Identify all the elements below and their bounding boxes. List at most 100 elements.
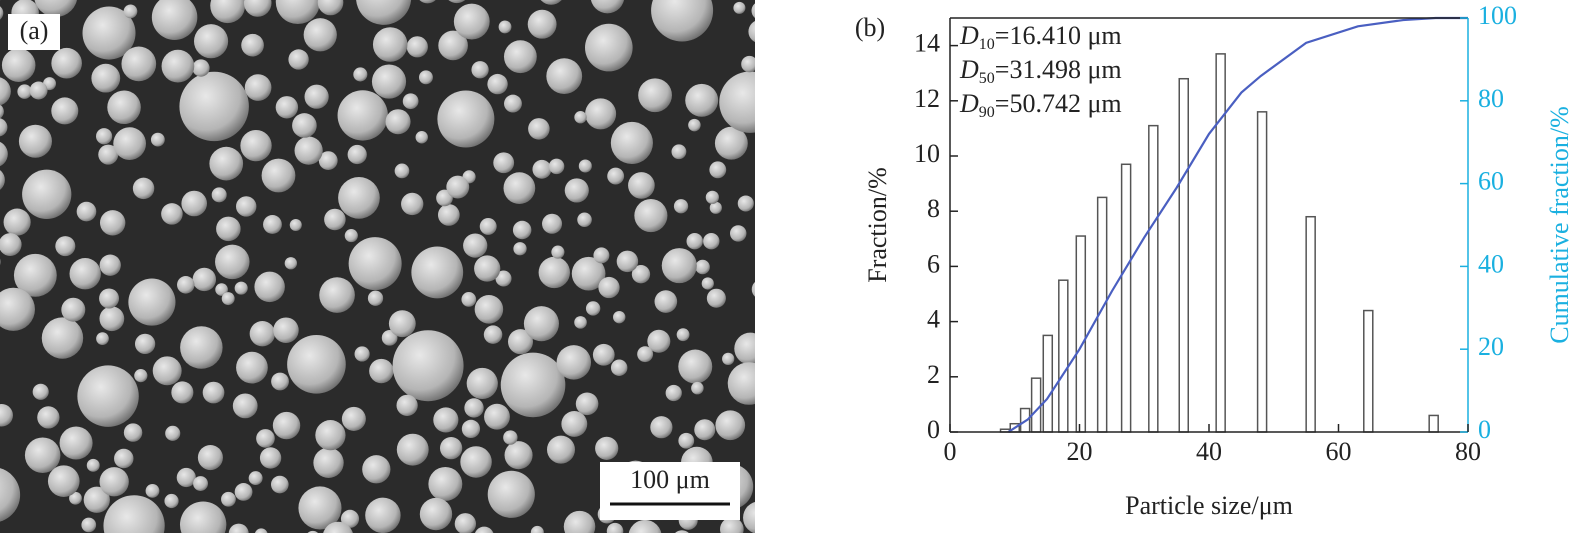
bar	[1148, 124, 1159, 433]
annotation: D90=50.742 μm	[959, 89, 1122, 121]
particle	[37, 406, 60, 429]
x-axis-title: Particle size/μm	[1125, 491, 1293, 520]
particle	[498, 20, 512, 34]
particle	[275, 0, 320, 25]
particle	[474, 255, 501, 282]
particle	[210, 0, 246, 24]
particle	[179, 71, 249, 142]
particle	[179, 501, 227, 533]
particle	[244, 74, 272, 101]
particle	[113, 127, 146, 160]
particle	[673, 199, 689, 214]
y-tick-label: 2	[927, 360, 940, 389]
particle	[504, 441, 533, 470]
particle	[381, 329, 398, 346]
particle	[340, 509, 360, 528]
particle	[574, 111, 587, 124]
particle	[574, 316, 587, 329]
particle	[720, 517, 744, 533]
particle	[634, 199, 668, 233]
particle	[324, 208, 346, 231]
bar	[1256, 111, 1268, 433]
particle	[271, 372, 289, 391]
particle	[69, 491, 82, 505]
particle	[471, 61, 489, 79]
particle	[610, 359, 628, 376]
particle	[546, 58, 583, 95]
particle	[500, 352, 566, 418]
particle	[270, 475, 289, 494]
particle	[315, 420, 346, 451]
particle	[437, 204, 460, 226]
particle	[585, 23, 633, 72]
particle	[318, 151, 338, 171]
particle	[152, 356, 182, 386]
particle	[319, 277, 355, 313]
particle	[145, 483, 160, 498]
particle	[540, 0, 562, 5]
particle	[703, 233, 720, 250]
particle	[197, 445, 223, 471]
particle	[676, 328, 690, 342]
particle	[671, 144, 687, 160]
panel-label: (b)	[855, 13, 885, 42]
particle	[180, 326, 223, 369]
sem-image	[0, 0, 755, 533]
particle	[13, 253, 57, 297]
particle	[402, 93, 419, 110]
particle	[18, 124, 52, 158]
particle	[438, 30, 468, 61]
scale-bar-box	[600, 462, 740, 520]
particle	[628, 519, 662, 533]
particle	[613, 310, 626, 324]
particle	[463, 233, 488, 258]
particle	[338, 177, 380, 219]
particle	[685, 83, 719, 117]
particle	[0, 77, 11, 106]
particle	[192, 267, 217, 292]
particle	[694, 419, 716, 441]
particle	[128, 278, 176, 326]
particle	[367, 290, 384, 306]
particle	[487, 73, 508, 95]
particle	[99, 210, 126, 236]
particle	[176, 467, 196, 488]
particle	[304, 84, 329, 109]
particle	[532, 159, 552, 179]
particle	[610, 121, 653, 164]
particle	[388, 310, 416, 338]
particle	[171, 381, 194, 404]
particle	[272, 411, 301, 440]
particle	[454, 513, 477, 533]
particle	[563, 510, 596, 533]
particle	[76, 201, 97, 222]
particle	[493, 152, 515, 174]
particle	[3, 208, 31, 236]
particle	[123, 423, 143, 442]
particle	[98, 144, 119, 165]
particle	[34, 0, 77, 17]
particle	[22, 169, 72, 219]
particle	[578, 159, 592, 173]
particle	[714, 126, 748, 160]
particle	[593, 247, 610, 264]
y2-tick-label: 0	[1478, 415, 1491, 444]
annotation-text: =50.742 μm	[995, 89, 1122, 118]
particle	[512, 220, 532, 240]
particle	[243, 0, 272, 17]
particle	[209, 146, 244, 181]
particle	[474, 526, 494, 533]
particle	[715, 410, 746, 441]
y-tick-label: 0	[927, 415, 940, 444]
particle	[385, 109, 411, 135]
particle	[259, 447, 282, 469]
particle	[193, 476, 208, 491]
particle	[303, 18, 337, 52]
y-tick-label: 6	[927, 249, 940, 278]
particle	[564, 178, 589, 203]
y2-tick-label: 40	[1478, 249, 1504, 278]
particle	[585, 98, 617, 130]
particle	[289, 219, 302, 232]
particle	[460, 446, 492, 478]
scale-bar-text: 100 μm	[630, 465, 710, 494]
